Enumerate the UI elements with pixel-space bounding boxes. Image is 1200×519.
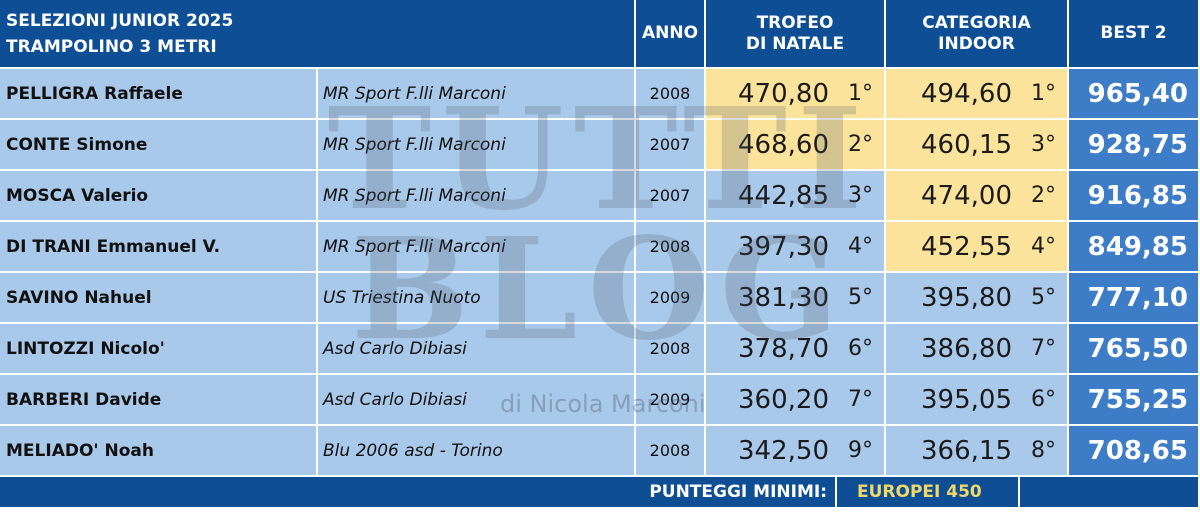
table-row: DI TRANI Emmanuel V. MR Sport F.lli Marco…	[0, 222, 1200, 273]
header-trofeo-line-2: DI NATALE	[745, 33, 845, 54]
footer-label: PUNTEGGI MINIMI:	[636, 477, 837, 507]
athlete-name: LINTOZZI Nicolo'	[0, 324, 318, 375]
birth-year: 2008	[636, 324, 706, 375]
athlete-club: Asd Carlo Dibiasi	[318, 375, 636, 426]
trofeo-score: 397,30	[706, 222, 837, 273]
indoor-position: 4°	[1020, 222, 1069, 273]
indoor-score: 386,80	[886, 324, 1020, 375]
best-two-total: 916,85	[1069, 171, 1200, 222]
table-title: SELEZIONI JUNIOR 2025 TRAMPOLINO 3 METRI	[0, 0, 636, 69]
athlete-club: MR Sport F.lli Marconi	[318, 120, 636, 171]
indoor-position: 3°	[1020, 120, 1069, 171]
athlete-name: DI TRANI Emmanuel V.	[0, 222, 318, 273]
indoor-score: 460,15	[886, 120, 1020, 171]
indoor-score: 494,60	[886, 69, 1020, 120]
trofeo-score: 378,70	[706, 324, 837, 375]
table-row: MELIADO' Noah Blu 2006 asd - Torino 2008 34…	[0, 426, 1200, 477]
table-row: MOSCA Valerio MR Sport F.lli Marconi 2007 4…	[0, 171, 1200, 222]
athlete-club: MR Sport F.lli Marconi	[318, 69, 636, 120]
indoor-score: 366,15	[886, 426, 1020, 477]
birth-year: 2008	[636, 426, 706, 477]
title-line-2: TRAMPOLINO 3 METRI	[6, 36, 217, 57]
athlete-name: CONTE Simone	[0, 120, 318, 171]
trofeo-position: 3°	[837, 171, 886, 222]
header-trofeo-line-1: TROFEO	[756, 12, 834, 33]
trofeo-score: 360,20	[706, 375, 837, 426]
birth-year: 2008	[636, 222, 706, 273]
indoor-position: 7°	[1020, 324, 1069, 375]
results-table: SELEZIONI JUNIOR 2025 TRAMPOLINO 3 METRI…	[0, 0, 1200, 507]
indoor-position: 8°	[1020, 426, 1069, 477]
header-indoor: CATEGORIA INDOOR	[886, 0, 1069, 69]
indoor-position: 1°	[1020, 69, 1069, 120]
trofeo-position: 1°	[837, 69, 886, 120]
best-two-total: 849,85	[1069, 222, 1200, 273]
birth-year: 2007	[636, 120, 706, 171]
birth-year: 2009	[636, 375, 706, 426]
athlete-name: SAVINO Nahuel	[0, 273, 318, 324]
footer-value: EUROPEI 450	[837, 477, 1020, 507]
best-two-total: 777,10	[1069, 273, 1200, 324]
header-indoor-line-2: INDOOR	[938, 33, 1015, 54]
athlete-club: Blu 2006 asd - Torino	[318, 426, 636, 477]
indoor-position: 2°	[1020, 171, 1069, 222]
trofeo-position: 6°	[837, 324, 886, 375]
header-row: SELEZIONI JUNIOR 2025 TRAMPOLINO 3 METRI…	[0, 0, 1200, 69]
footer-row: PUNTEGGI MINIMI: EUROPEI 450	[0, 477, 1200, 507]
athlete-name: PELLIGRA Raffaele	[0, 69, 318, 120]
header-anno: ANNO	[636, 0, 706, 69]
birth-year: 2007	[636, 171, 706, 222]
header-best: BEST 2	[1069, 0, 1200, 69]
table-row: SAVINO Nahuel US Triestina Nuoto 2009 381,3…	[0, 273, 1200, 324]
table-row: PELLIGRA Raffaele MR Sport F.lli Marconi 2…	[0, 69, 1200, 120]
best-two-total: 965,40	[1069, 69, 1200, 120]
best-two-total: 755,25	[1069, 375, 1200, 426]
trofeo-score: 442,85	[706, 171, 837, 222]
best-two-total: 765,50	[1069, 324, 1200, 375]
athlete-club: MR Sport F.lli Marconi	[318, 171, 636, 222]
header-indoor-line-1: CATEGORIA	[922, 12, 1031, 33]
trofeo-position: 4°	[837, 222, 886, 273]
trofeo-position: 2°	[837, 120, 886, 171]
athlete-club: MR Sport F.lli Marconi	[318, 222, 636, 273]
athlete-name: MOSCA Valerio	[0, 171, 318, 222]
trofeo-score: 381,30	[706, 273, 837, 324]
indoor-score: 395,05	[886, 375, 1020, 426]
trofeo-score: 342,50	[706, 426, 837, 477]
best-two-total: 928,75	[1069, 120, 1200, 171]
table-row: LINTOZZI Nicolo' Asd Carlo Dibiasi 2008 378…	[0, 324, 1200, 375]
athlete-club: Asd Carlo Dibiasi	[318, 324, 636, 375]
trofeo-score: 468,60	[706, 120, 837, 171]
indoor-score: 395,80	[886, 273, 1020, 324]
footer-value-text: EUROPEI 450	[857, 482, 982, 502]
trofeo-position: 7°	[837, 375, 886, 426]
title-line-1: SELEZIONI JUNIOR 2025	[6, 10, 234, 31]
header-trofeo: TROFEO DI NATALE	[706, 0, 886, 69]
best-two-total: 708,65	[1069, 426, 1200, 477]
table-row: BARBERI Davide Asd Carlo Dibiasi 2009 360,2…	[0, 375, 1200, 426]
birth-year: 2008	[636, 69, 706, 120]
trofeo-position: 9°	[837, 426, 886, 477]
athlete-name: BARBERI Davide	[0, 375, 318, 426]
indoor-position: 5°	[1020, 273, 1069, 324]
table-row: CONTE Simone MR Sport F.lli Marconi 2007 46…	[0, 120, 1200, 171]
trofeo-score: 470,80	[706, 69, 837, 120]
footer-label-text: PUNTEGGI MINIMI:	[649, 482, 827, 502]
athlete-club: US Triestina Nuoto	[318, 273, 636, 324]
indoor-score: 474,00	[886, 171, 1020, 222]
indoor-position: 6°	[1020, 375, 1069, 426]
birth-year: 2009	[636, 273, 706, 324]
trofeo-position: 5°	[837, 273, 886, 324]
athlete-name: MELIADO' Noah	[0, 426, 318, 477]
table-body: PELLIGRA Raffaele MR Sport F.lli Marconi 2…	[0, 69, 1200, 477]
indoor-score: 452,55	[886, 222, 1020, 273]
